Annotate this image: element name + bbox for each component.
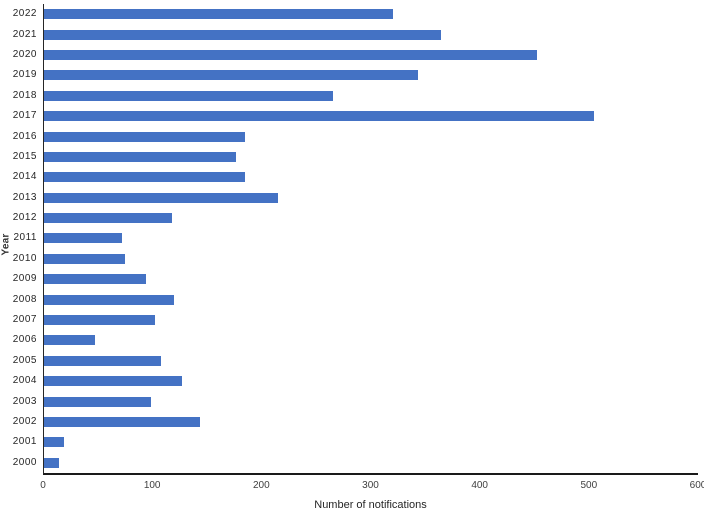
bar-row: 2015 <box>13 147 698 167</box>
y-tick-label: 2006 <box>12 334 37 346</box>
bar-2012 <box>44 213 172 224</box>
y-tick-label: 2014 <box>12 171 37 183</box>
bar-row: 2014 <box>13 167 698 187</box>
bar-row: 2011 <box>13 228 698 248</box>
y-tick-label: 2000 <box>12 456 37 468</box>
bar-2003 <box>44 396 151 407</box>
y-axis-title: Year <box>0 233 12 256</box>
x-tick-label: 500 <box>580 480 598 491</box>
y-tick-label: 2010 <box>12 252 37 264</box>
x-axis-title: Number of notifications <box>314 499 427 511</box>
bar-2011 <box>44 233 123 244</box>
x-tick-label: 600 <box>689 480 704 491</box>
y-tick-label: 2022 <box>12 8 37 20</box>
y-tick-label: 2013 <box>12 191 37 203</box>
y-tick-label: 2011 <box>13 232 37 244</box>
y-tick-label: 2002 <box>12 416 37 427</box>
x-axis-ticks: 0 100 200 300 400 500 600 <box>40 480 704 494</box>
bar-row: 2017 <box>13 106 698 126</box>
bar-row: 2010 <box>13 249 698 269</box>
bar-2018 <box>44 90 333 101</box>
y-tick-label: 2020 <box>12 48 37 60</box>
bar-row: 2003 <box>13 391 698 411</box>
bar-2014 <box>44 172 245 183</box>
bar-row: 2018 <box>13 86 698 106</box>
bar-2002 <box>44 417 200 427</box>
bar-2007 <box>44 315 156 326</box>
y-tick-label: 2007 <box>12 314 37 326</box>
bar-2010 <box>44 253 125 264</box>
y-tick-label: 2017 <box>12 110 37 122</box>
bar-2009 <box>44 274 147 285</box>
bar-row: 2002 <box>13 412 698 432</box>
bar-row: 2008 <box>13 289 698 309</box>
bar-row: 2009 <box>13 269 698 289</box>
bar-2006 <box>44 335 96 346</box>
x-tick-label: 100 <box>143 480 161 491</box>
y-tick-label: 2008 <box>12 293 37 305</box>
bar-rows: 2022 2021 2020 2019 2018 2017 2016 2015 2014 2013… <box>13 4 698 473</box>
bar-row: 2020 <box>13 45 698 65</box>
bar-row: 2016 <box>13 126 698 146</box>
bar-row: 2004 <box>13 371 698 391</box>
x-tick-label: 400 <box>471 480 488 491</box>
bar-2008 <box>44 294 174 305</box>
bar-row: 2007 <box>13 310 698 330</box>
y-tick-label: 2021 <box>12 28 37 40</box>
plot-area: 2022 2021 2020 2019 2018 2017 2016 2015 2014 2013… <box>13 4 698 475</box>
bar-row: 2000 <box>13 453 698 473</box>
x-tick-label: 300 <box>362 480 379 491</box>
y-tick-label: 2005 <box>12 354 37 366</box>
y-tick-label: 2018 <box>12 89 37 101</box>
bar-row: 2019 <box>13 65 698 85</box>
bar-2022 <box>44 9 393 20</box>
y-tick-label: 2015 <box>12 150 37 162</box>
bar-row: 2005 <box>13 351 698 371</box>
y-tick-label: 2012 <box>12 212 37 224</box>
bar-2017 <box>44 111 595 122</box>
y-tick-label: 2004 <box>12 375 37 387</box>
x-tick-label: 200 <box>252 480 270 491</box>
bar-row: 2021 <box>13 24 698 44</box>
y-tick-label: 2019 <box>12 69 37 81</box>
bar-2001 <box>44 437 64 448</box>
y-tick-label: 2016 <box>12 130 37 142</box>
bar-row: 2022 <box>13 4 698 24</box>
y-tick-label: 2001 <box>12 436 37 448</box>
bar-2016 <box>44 131 245 142</box>
bar-2004 <box>44 376 183 387</box>
bar-2021 <box>44 29 441 40</box>
bar-2015 <box>44 151 236 162</box>
bar-row: 2001 <box>13 432 698 452</box>
bar-row: 2006 <box>13 330 698 350</box>
bar-row: 2013 <box>13 188 698 208</box>
bar-2005 <box>44 355 161 366</box>
y-tick-label: 2003 <box>12 395 37 407</box>
bar-2019 <box>44 70 418 81</box>
bar-2000 <box>44 457 60 468</box>
x-tick-label: 0 <box>40 480 46 491</box>
y-tick-label: 2009 <box>12 273 37 285</box>
bar-2020 <box>44 49 537 60</box>
bar-row: 2012 <box>13 208 698 228</box>
bar-2013 <box>44 192 279 203</box>
